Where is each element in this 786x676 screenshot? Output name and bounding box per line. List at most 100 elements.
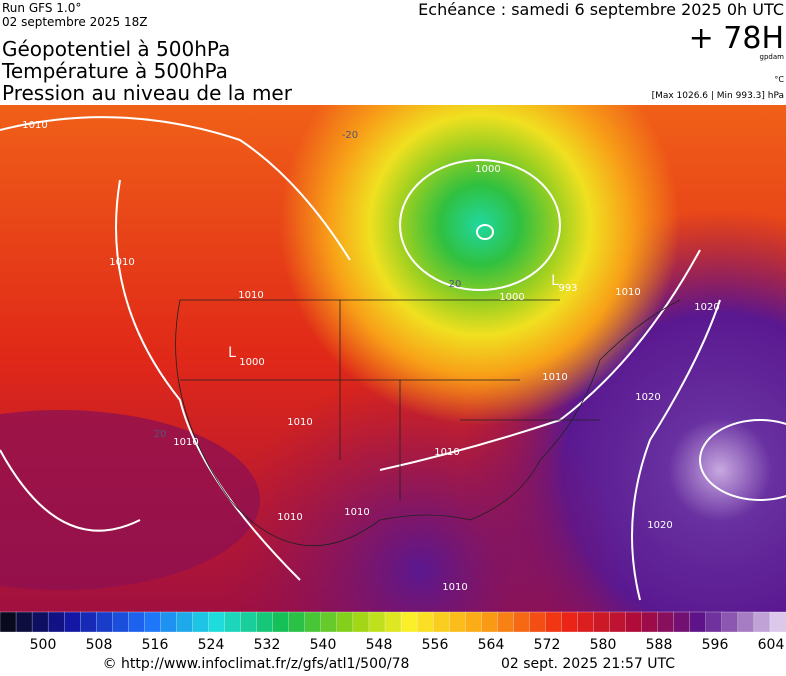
colorbar-label: 596 xyxy=(702,637,729,653)
colorbar-swatch xyxy=(15,611,33,633)
colorbar-swatch xyxy=(112,611,129,633)
unit-geo: gpdam xyxy=(760,53,785,61)
colorbar-swatch xyxy=(400,611,418,633)
lead: + 78H xyxy=(689,21,784,56)
title: Pression au niveau de la mer xyxy=(2,81,293,105)
colorbar-swatch xyxy=(545,611,563,633)
contour-label: 1000 xyxy=(475,164,500,175)
colorbar-swatch xyxy=(368,611,386,633)
colorbar-swatch xyxy=(529,611,547,633)
colorbar-swatch xyxy=(144,611,162,633)
footer-timestamp: 02 sept. 2025 21:57 UTC xyxy=(501,656,675,672)
colorbar-swatch xyxy=(224,611,242,633)
colorbar-label: 580 xyxy=(590,637,617,653)
contour-label: 1010 xyxy=(22,120,47,131)
colorbar-swatch xyxy=(64,611,81,633)
colorbar-swatch xyxy=(609,611,627,633)
contour-label: L xyxy=(551,273,559,289)
colorbar-swatch xyxy=(336,611,354,633)
colorbar-swatch xyxy=(31,611,49,633)
contour-label: 1010 xyxy=(344,507,369,518)
colorbar-swatch xyxy=(689,611,707,633)
colorbar-swatch xyxy=(561,611,579,633)
colorbar-swatch xyxy=(288,611,306,633)
colorbar-label: 508 xyxy=(86,637,113,653)
colorbar-swatch xyxy=(497,611,514,633)
colorbar-swatch xyxy=(176,611,194,633)
colorbar-swatch xyxy=(737,611,755,633)
colorbar-swatch xyxy=(673,611,691,633)
contour-label: 1010 xyxy=(542,372,567,383)
title: Géopotentiel à 500hPa xyxy=(2,37,230,61)
colorbar-swatch xyxy=(448,611,466,633)
contour-label: 1010 xyxy=(238,290,263,301)
contour-label: 20 xyxy=(154,429,167,440)
colorbar-swatch xyxy=(47,611,65,633)
colorbar-swatch xyxy=(208,611,226,633)
colorbar-swatch xyxy=(80,611,97,633)
colorbar-label: 524 xyxy=(198,637,225,653)
contour-label: 1010 xyxy=(173,437,198,448)
colorbar-swatch xyxy=(641,611,659,633)
colorbar-swatch xyxy=(513,611,530,633)
colorbar-swatch xyxy=(272,611,290,633)
contour-label: 993 xyxy=(558,283,577,294)
contour-label: 1010 xyxy=(109,257,134,268)
colorbar-swatch xyxy=(352,611,370,633)
colorbar-swatch xyxy=(240,611,258,633)
colorbar-swatch xyxy=(577,611,595,633)
colorbar-swatch xyxy=(705,611,723,633)
map xyxy=(0,105,786,612)
contour-label: -20 xyxy=(342,130,358,141)
colorbar-swatch xyxy=(256,611,274,633)
run-date: 02 septembre 2025 18Z xyxy=(2,15,147,29)
colorbar-label: 564 xyxy=(478,637,505,653)
colorbar-swatch xyxy=(432,611,450,633)
colorbar-label: 588 xyxy=(646,637,673,653)
pressure-range: [Max 1026.6 | Min 993.3] hPa xyxy=(652,91,784,101)
contour-label: 1000 xyxy=(499,292,524,303)
colorbar-swatch xyxy=(753,611,771,633)
run: Run GFS 1.0° xyxy=(2,1,81,15)
unit-temp: °C xyxy=(774,75,784,84)
colorbar-swatch xyxy=(593,611,611,633)
colorbar-label: 572 xyxy=(534,637,561,653)
footer-url: © http://www.infoclimat.fr/z/gfs/atl1/50… xyxy=(103,656,410,672)
colorbar-swatch xyxy=(192,611,210,633)
colorbar-swatch xyxy=(384,611,402,633)
colorbar-swatch xyxy=(416,611,434,633)
contour-label: 1020 xyxy=(694,302,719,313)
contour-label: 1010 xyxy=(287,417,312,428)
contour-label: 1010 xyxy=(434,447,459,458)
colorbar-label: 532 xyxy=(254,637,281,653)
colorbar-swatch xyxy=(481,611,498,633)
contour-label: 1020 xyxy=(635,392,660,403)
contour-label: 1010 xyxy=(442,582,467,593)
colorbar-label: 604 xyxy=(758,637,785,653)
colorbar-swatch xyxy=(0,611,17,633)
colorbar-label: 548 xyxy=(366,637,393,653)
colorbar-label: 556 xyxy=(422,637,449,653)
colorbar-swatch xyxy=(769,611,786,633)
contour-label: 1010 xyxy=(277,512,302,523)
colorbar-swatch xyxy=(160,611,178,633)
colorbar-swatch xyxy=(721,611,739,633)
contour-label: 1010 xyxy=(615,287,640,298)
colorbar-swatch xyxy=(320,611,338,633)
colorbar-label: 500 xyxy=(30,637,57,653)
colorbar-label: 540 xyxy=(310,637,337,653)
contour-label: 1020 xyxy=(647,520,672,531)
contour-label: 1000 xyxy=(239,357,264,368)
colorbar-swatch xyxy=(128,611,146,633)
colorbar-label: 516 xyxy=(142,637,169,653)
colorbar-swatch xyxy=(304,611,322,633)
colorbar-swatch xyxy=(657,611,675,633)
contour-label: L xyxy=(228,345,236,361)
contour-label: 20 xyxy=(449,279,462,290)
colorbar-swatch xyxy=(625,611,643,633)
echeance: Echéance : samedi 6 septembre 2025 0h UT… xyxy=(418,0,784,19)
colorbar-swatch xyxy=(96,611,113,633)
title: Température à 500hPa xyxy=(1,59,228,83)
colorbar-swatch xyxy=(465,611,482,633)
